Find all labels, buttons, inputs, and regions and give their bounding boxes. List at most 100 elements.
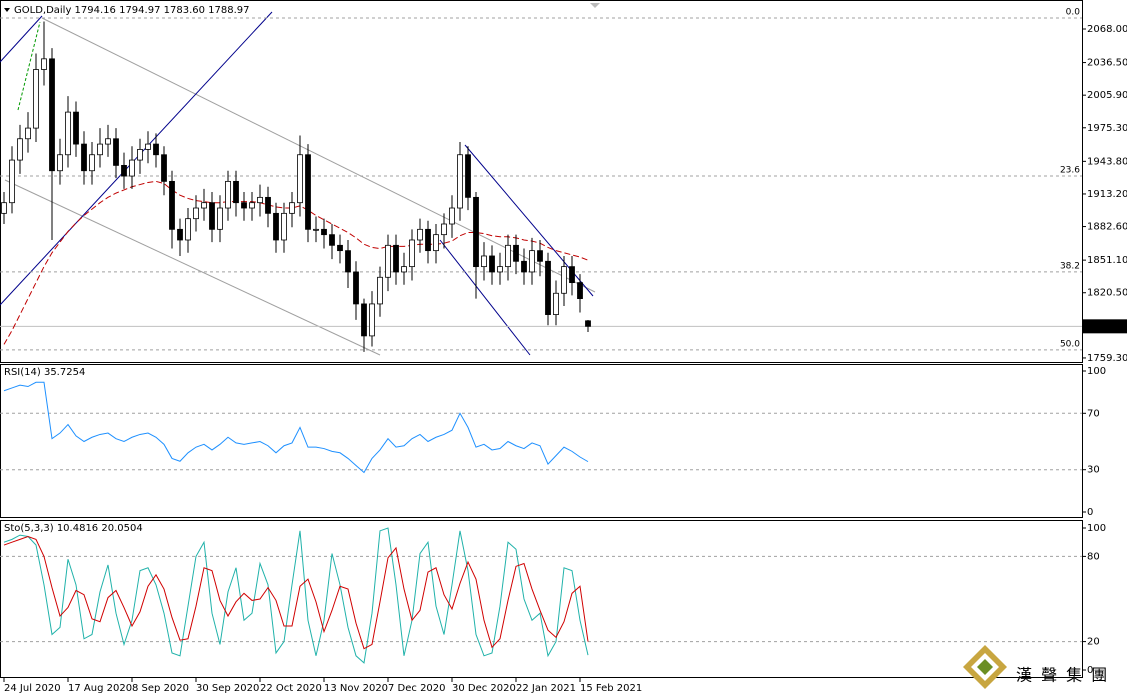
candle-body	[233, 180, 239, 204]
fib-label: 50.0	[1060, 339, 1080, 349]
last-price-label: 1788.97	[1087, 321, 1127, 332]
candle-body	[305, 154, 311, 230]
moving-average	[3, 180, 589, 345]
y-tick-label: 30	[1087, 465, 1100, 476]
candle-body	[513, 244, 519, 262]
y-tick-label: 20	[1087, 637, 1100, 648]
y-tick-label: 1882.60	[1087, 222, 1127, 233]
candle-body	[1, 202, 7, 214]
candle-body	[145, 143, 151, 150]
candle-body	[393, 244, 399, 273]
candle-body	[153, 143, 159, 156]
candle-body	[497, 266, 503, 273]
watermark: 漢 聲 集 團	[1016, 666, 1109, 685]
last-price-box	[1083, 319, 1127, 334]
candle-body	[377, 276, 383, 305]
candle-body	[121, 164, 127, 177]
candle-body	[49, 58, 55, 172]
candle-body	[361, 303, 367, 337]
y-tick-label: 70	[1087, 408, 1100, 419]
y-tick-label: 100	[1087, 523, 1106, 534]
candle-body	[345, 250, 351, 273]
candle-body	[441, 223, 447, 236]
candle-body	[57, 154, 63, 172]
fib-label: 0.0	[1066, 8, 1081, 18]
x-tick-label: 13 Nov 2020	[324, 683, 388, 694]
indicator-title: Sto(5,3,3) 10.4816 20.0504	[4, 523, 143, 534]
candle-body	[193, 207, 199, 220]
candle-body	[73, 111, 79, 145]
trend-line	[0, 11, 273, 306]
candle-body	[41, 58, 47, 70]
indicator-line	[3, 527, 589, 664]
indicator-line	[3, 381, 589, 474]
candle-body	[433, 234, 439, 252]
y-tick-label: 1913.20	[1087, 189, 1127, 200]
candle-body	[129, 159, 135, 177]
candle-body	[561, 266, 567, 294]
candle-body	[505, 244, 511, 268]
candle-body	[241, 202, 247, 209]
y-tick-label: 2005.90	[1087, 90, 1127, 101]
candle-body	[217, 207, 223, 230]
candle-body	[481, 255, 487, 268]
candle-body	[273, 212, 279, 241]
indicator-title: RSI(14) 35.7254	[4, 367, 85, 378]
trend-line	[0, 15, 43, 63]
candle-body	[225, 180, 231, 209]
logo	[963, 645, 1007, 689]
trend-line	[17, 21, 41, 111]
channel-line	[41, 17, 596, 293]
candle-body	[401, 266, 407, 273]
x-tick-label: 15 Feb 2021	[580, 683, 642, 694]
trend-lines	[0, 11, 596, 356]
candle-body	[137, 149, 143, 161]
candle-body	[289, 202, 295, 214]
y-tick-label: 1943.80	[1087, 156, 1127, 167]
candle-body	[353, 271, 359, 305]
indicator-line	[3, 535, 589, 650]
candle-body	[177, 228, 183, 241]
candle-body	[457, 154, 463, 209]
sto-pane	[0, 520, 1083, 678]
candle-body	[385, 244, 391, 278]
candle-body	[81, 143, 87, 172]
menu-triangle	[4, 8, 10, 12]
y-tick-label: 0	[1087, 665, 1093, 676]
candle-body	[185, 218, 191, 241]
y-tick-label: 1851.10	[1087, 255, 1127, 266]
candle-body	[489, 255, 495, 273]
candle-body	[529, 250, 535, 273]
candle-body	[465, 154, 471, 198]
candle-body	[17, 138, 23, 161]
candle-body	[537, 250, 543, 262]
x-tick-label: 30 Dec 2020	[452, 683, 516, 694]
candle-body	[265, 196, 271, 214]
y-tick-label: 1759.30	[1087, 353, 1127, 364]
x-tick-label: 7 Dec 2020	[388, 683, 446, 694]
candle-body	[417, 228, 423, 241]
y-tick-label: 2068.00	[1087, 24, 1127, 35]
candle-body	[169, 180, 175, 230]
candle-body	[449, 207, 455, 225]
candle-body	[161, 154, 167, 182]
candle-body	[89, 154, 95, 172]
candle-body	[313, 228, 319, 231]
candle-body	[113, 138, 119, 166]
trend-line	[439, 239, 531, 356]
x-tick-label: 8 Sep 2020	[132, 683, 189, 694]
candle-body	[545, 260, 551, 315]
candle-body	[33, 69, 39, 129]
y-tick-label: 100	[1087, 366, 1106, 377]
x-tick-label: 30 Sep 2020	[196, 683, 259, 694]
x-tick-label: 22 Jan 2021	[516, 683, 576, 694]
candle-body	[521, 260, 527, 273]
candle-body	[577, 282, 583, 299]
y-tick-label: 2036.50	[1087, 58, 1127, 69]
rsi-pane	[0, 364, 1083, 518]
logo-core	[977, 659, 993, 675]
candle-body	[409, 239, 415, 268]
candle-body	[473, 196, 479, 268]
candle-body	[65, 111, 71, 156]
